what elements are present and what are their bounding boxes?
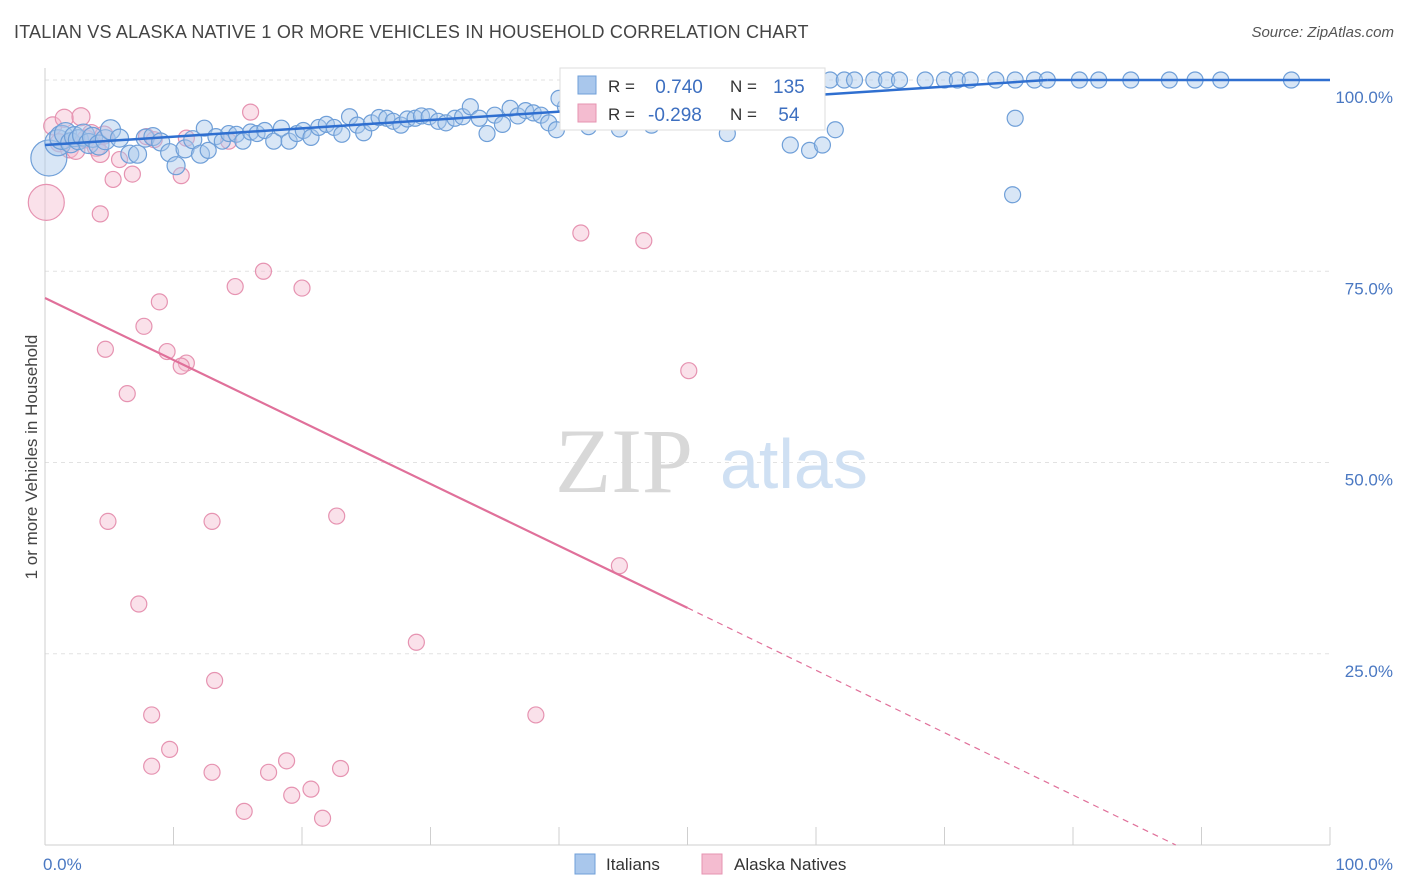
stats-n-label-italians: N =: [730, 77, 757, 96]
alaska-natives-point-42: [143, 706, 161, 724]
trend-line-alaska-natives: [44, 297, 688, 609]
stats-n-label-natives: N =: [730, 105, 757, 124]
alaska-natives-point-50: [283, 786, 301, 804]
alaska-natives-point-14: [110, 150, 129, 169]
italians-point-60: [461, 98, 479, 116]
alaska-natives-point-40: [407, 633, 425, 651]
y-tick-label-2: 50.0%: [1345, 471, 1393, 490]
alaska-natives-point-26: [135, 317, 153, 335]
alaska-natives-point-51: [302, 780, 320, 798]
alaska-natives-point-53: [313, 809, 332, 827]
italians-point-119: [987, 71, 1005, 89]
alaska-natives-point-13: [104, 170, 122, 189]
chart-source: Source: ZipAtlas.com: [1251, 24, 1394, 41]
alaska-natives-point-44: [161, 740, 179, 758]
alaska-natives-point-6: [71, 107, 91, 127]
italians-point-64: [493, 115, 512, 133]
italians-point-43: [333, 125, 351, 143]
italians-point-131: [1004, 186, 1022, 204]
trend-line-alaska-natives-projection: [687, 607, 1177, 846]
x-tick-label-1: 100.0%: [1335, 855, 1393, 874]
alaska-natives-point-25: [150, 293, 168, 311]
watermark-zip: ZIP: [555, 410, 693, 512]
legend-swatch-alaska-natives: [701, 853, 723, 875]
alaska-natives-point-48: [277, 752, 296, 770]
stats-r-label-italians: R =: [608, 77, 635, 96]
italians-point-109: [826, 121, 844, 139]
stats-legend-swatch-italians: [577, 75, 597, 95]
alaska-natives-point-18: [172, 167, 190, 185]
italians-point-120: [1006, 71, 1024, 89]
italians-point-102: [781, 136, 799, 154]
legend-label-alaska-natives: Alaska Natives: [734, 855, 846, 874]
italians-point-111: [845, 71, 864, 89]
italians-point-113: [878, 71, 896, 89]
axes: [44, 68, 1331, 846]
italians-point-112: [865, 71, 883, 89]
italians-point-114: [890, 71, 909, 89]
legend-swatch-italians: [574, 853, 596, 875]
alaska-natives-point-15: [123, 165, 141, 183]
alaska-natives-point-23: [226, 277, 244, 296]
alaska-natives-point-12: [91, 205, 109, 223]
alaska-natives-point-37: [328, 507, 346, 525]
y-tick-label-0: 100.0%: [1335, 88, 1393, 107]
alaska-natives-point-47: [259, 763, 278, 781]
alaska-natives-point-24: [293, 279, 311, 297]
alaska-natives-point-32: [635, 232, 653, 250]
italians-point-107: [813, 136, 832, 154]
stats-legend-swatch-natives: [577, 103, 597, 123]
x-tick-label-0: 0.0%: [43, 855, 82, 874]
watermark: ZIP atlas: [555, 410, 868, 512]
stats-r-value-natives: -0.298: [648, 105, 702, 126]
alaska-natives-point-38: [610, 557, 628, 575]
italians-point-117: [948, 71, 966, 89]
alaska-natives-point-36: [203, 512, 221, 531]
alaska-natives-point-27: [96, 340, 114, 358]
italians-point-20: [166, 156, 186, 176]
series-legend: Italians Alaska Natives: [574, 853, 846, 875]
italians-point-115: [916, 71, 934, 89]
alaska-natives-point-35: [99, 512, 117, 531]
trend-lines: [44, 78, 1330, 846]
stats-r-label-natives: R =: [608, 105, 635, 124]
alaska-natives-point-21: [242, 103, 260, 121]
italians-point-23: [190, 144, 211, 164]
italians-point-13: [109, 128, 130, 148]
alaska-natives-point-46: [203, 763, 221, 781]
y-tick-label-3: 25.0%: [1345, 662, 1393, 681]
italians-point-24: [195, 119, 213, 137]
legend-label-italians: Italians: [606, 855, 660, 874]
alaska-natives-point-22: [254, 262, 273, 280]
italians-point-14: [120, 144, 140, 164]
alaska-natives-point-52: [235, 802, 253, 820]
alaska-natives-point-39: [130, 595, 148, 613]
alaska-natives-point-49: [331, 759, 350, 778]
italians-point-105: [800, 141, 819, 159]
italians-point-62: [478, 124, 496, 143]
chart-title: ITALIAN VS ALASKA NATIVE 1 OR MORE VEHIC…: [14, 22, 809, 42]
italians-point-116: [935, 71, 954, 89]
alaska-natives-point-0: [27, 183, 65, 221]
italians-point-130: [1006, 109, 1024, 127]
alaska-natives-point-41: [206, 671, 224, 690]
stats-r-value-italians: 0.740: [650, 77, 703, 98]
alaska-natives-point-43: [527, 706, 545, 724]
stats-legend: R = 0.740 N = 135 R = -0.298 N = 54: [559, 67, 826, 131]
italians-point-25: [199, 141, 217, 159]
italians-point-15: [127, 144, 148, 164]
alaska-natives-point-31: [118, 385, 136, 403]
watermark-atlas: atlas: [720, 425, 868, 503]
stats-n-value-italians: 135: [773, 77, 805, 98]
y-axis-label: 1 or more Vehicles in Household: [22, 335, 41, 580]
tick-labels: 100.0% 75.0% 50.0% 25.0% 0.0% 100.0%: [43, 88, 1393, 874]
stats-n-value-natives: 54: [773, 105, 800, 126]
alaska-natives-point-33: [572, 224, 590, 242]
stats-legend-box: [559, 67, 826, 131]
trend-line-italians: [44, 78, 1048, 147]
y-tick-label-1: 75.0%: [1345, 279, 1393, 298]
alaska-natives-point-45: [143, 757, 161, 775]
alaska-natives-point-34: [680, 362, 698, 380]
